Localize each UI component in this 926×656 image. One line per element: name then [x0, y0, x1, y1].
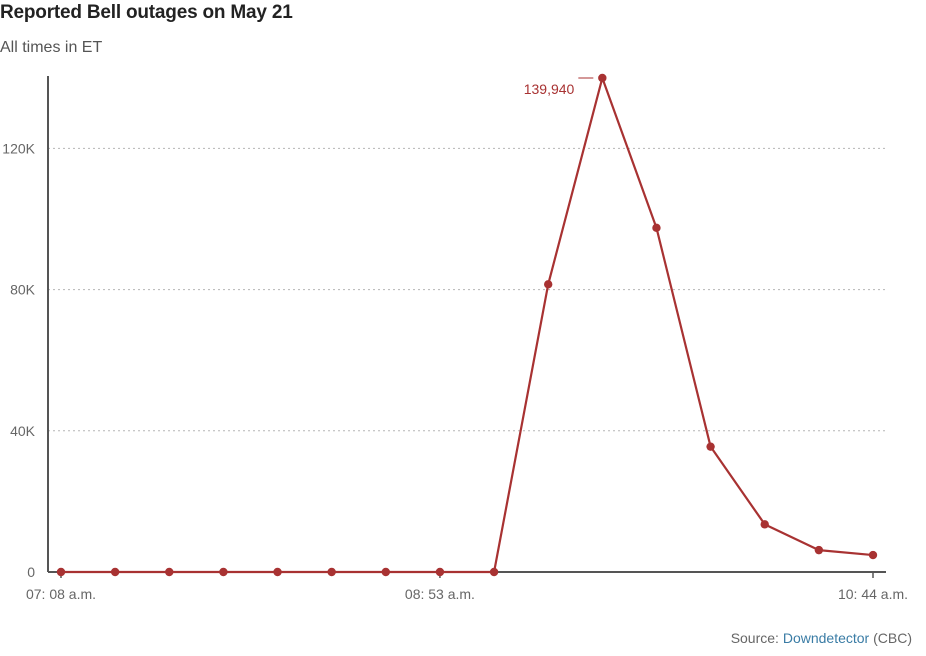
source-link[interactable]: Downdetector: [782, 630, 870, 646]
source-prefix: Source:: [730, 630, 783, 646]
y-tick-label: 120K: [2, 140, 35, 156]
y-tick-label: 0: [27, 564, 35, 580]
data-point: [219, 567, 228, 577]
annotation-label: 139,940: [524, 81, 575, 97]
data-point: [598, 73, 607, 83]
x-tick-label: 10: 44 a.m.: [838, 586, 908, 602]
data-point: [760, 520, 769, 529]
data-point: [489, 567, 499, 577]
data-point: [327, 567, 336, 577]
source-note: Source: Downdetector (CBC): [731, 630, 912, 646]
y-axis-ticks: 0 40K 80K 120K: [2, 140, 35, 580]
data-point: [706, 442, 715, 451]
source-suffix: (CBC): [869, 630, 912, 646]
data-point: [544, 280, 553, 289]
data-point: [435, 567, 445, 577]
data-point: [273, 567, 282, 577]
data-point: [652, 223, 661, 233]
data-point: [381, 567, 390, 577]
series-layer: [56, 73, 878, 577]
series-line: [61, 76, 874, 574]
x-tick-label: 07: 08 a.m.: [26, 586, 96, 602]
gridlines: [48, 147, 886, 432]
data-point: [868, 550, 878, 560]
x-tick-label: 08: 53 a.m.: [405, 586, 475, 602]
data-point: [165, 567, 174, 577]
data-point: [814, 545, 824, 555]
chart-subtitle: All times in ET: [0, 39, 103, 56]
axes: [47, 76, 886, 573]
y-tick-label: 80K: [10, 282, 36, 298]
y-tick-label: 40K: [10, 423, 36, 439]
chart-title: Reported Bell outages on May 21: [0, 2, 293, 23]
data-point: [56, 567, 66, 577]
data-point: [110, 567, 120, 577]
annotation-layer: 139,940: [524, 77, 594, 97]
x-axis-ticks: 07: 08 a.m. 08: 53 a.m. 10: 44 a.m.: [26, 572, 908, 602]
